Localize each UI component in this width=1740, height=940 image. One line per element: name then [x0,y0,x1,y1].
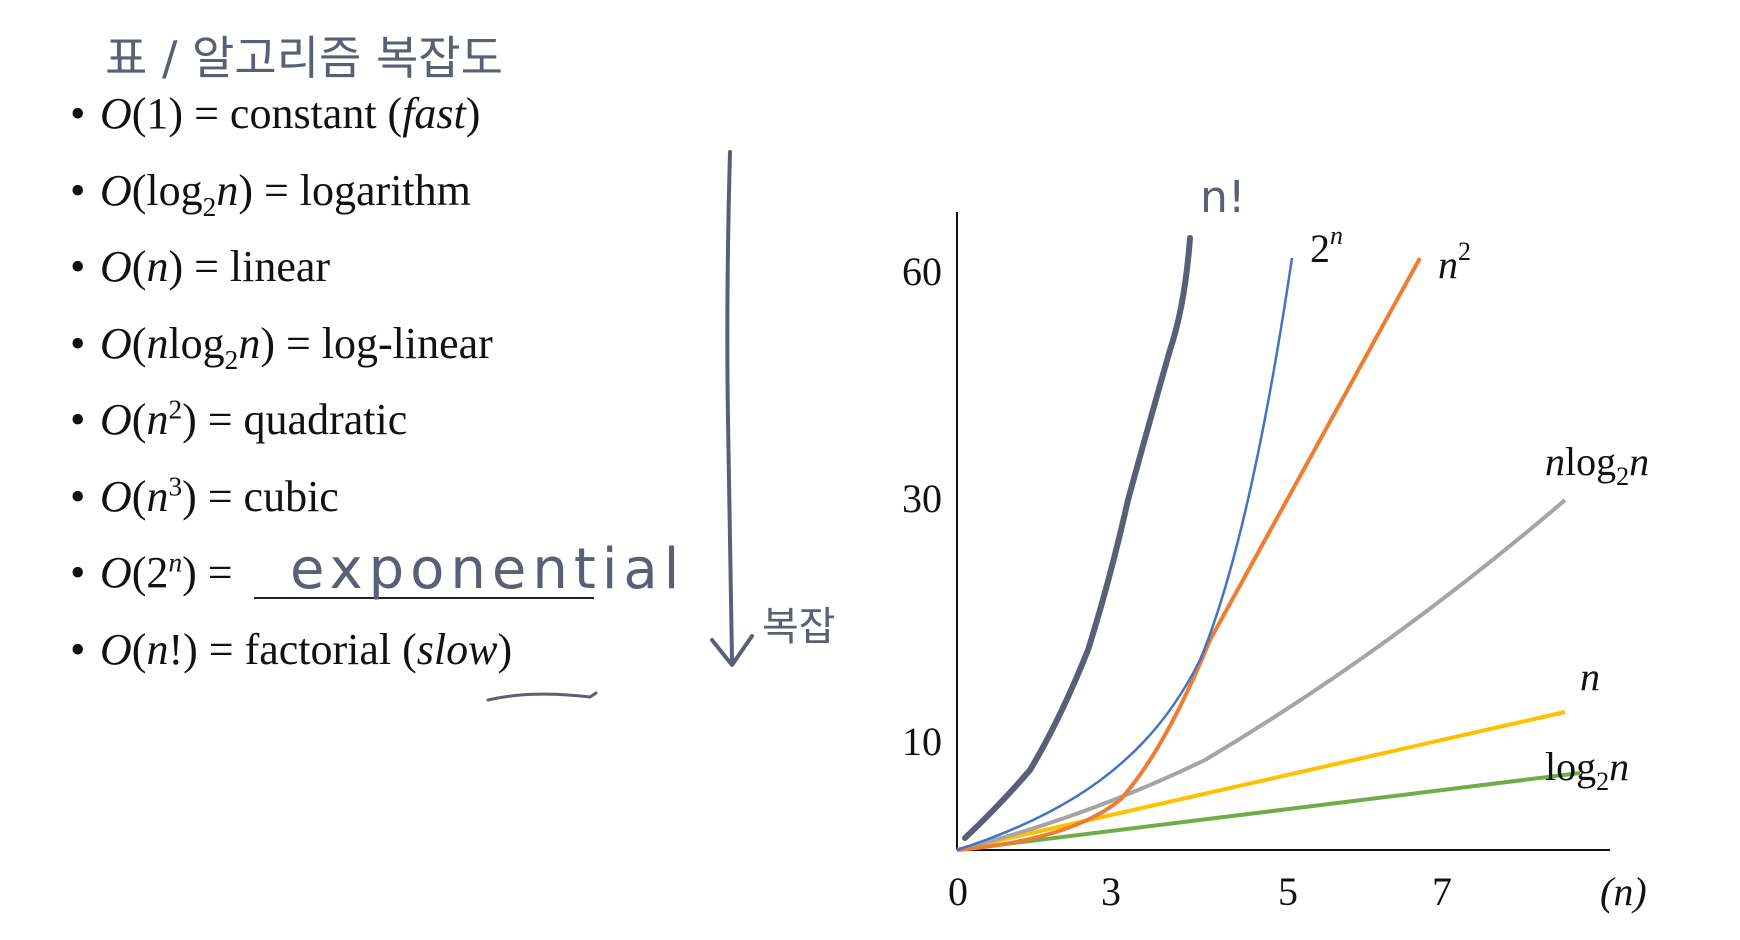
series-log2n-line [956,771,1581,852]
bullet-quadratic: • O(n2) = quadratic [70,394,408,444]
bullet-logarithm: • O(log2n) = logarithm [70,165,471,222]
bullet-exponential: • O(2n) = [70,547,594,624]
y-tick-60: 60 [902,249,942,294]
bullet-constant: • O(1) = constant (fast) [70,89,481,138]
arrow-note: 복잡 [762,604,836,650]
handwritten-fill-in: exponential [290,537,685,602]
series-2n-line [956,257,1294,852]
label-n: n [1580,654,1600,699]
bullet-log-linear: • O(nlog2n) = log-linear [70,318,493,375]
x-unit-label: (n) [1600,869,1647,914]
series-nfactorial-line [962,235,1193,841]
series-nlog2n-line [956,498,1567,852]
complexity-arrow [710,150,754,667]
label-n2: n2 [1438,237,1471,287]
fill-in-blank [253,547,594,599]
x-tick-0: 0 [948,869,968,914]
svg-text:표 / 알고리즘 복잡도: 표 / 알고리즘 복잡도 [105,31,503,85]
complexity-list: • O(1) = constant (fast) • O(log2n) = loga… [70,88,594,700]
label-2n: 2n [1310,221,1343,271]
x-tick-7: 7 [1432,869,1452,914]
x-tick-3: 3 [1101,869,1121,914]
y-tick-30: 30 [902,476,942,521]
handwritten-header-note: 표 / 알고리즘 복잡도 [105,31,503,85]
label-nlog2n: nlog2n [1545,439,1649,491]
bullet-factorial: • O(n!) = factorial (slow) [70,624,513,674]
slow-underline [486,691,598,702]
y-tick-10: 10 [902,719,942,764]
bullet-linear: • O(n) = linear [70,242,331,291]
label-log2n: log2n [1545,744,1629,796]
series-n2-line [956,257,1422,852]
bullet-cubic: • O(n3) = cubic [70,470,339,521]
x-tick-5: 5 [1278,869,1298,914]
label-nfactorial: n! [1200,172,1246,223]
series-n-line [956,710,1566,852]
